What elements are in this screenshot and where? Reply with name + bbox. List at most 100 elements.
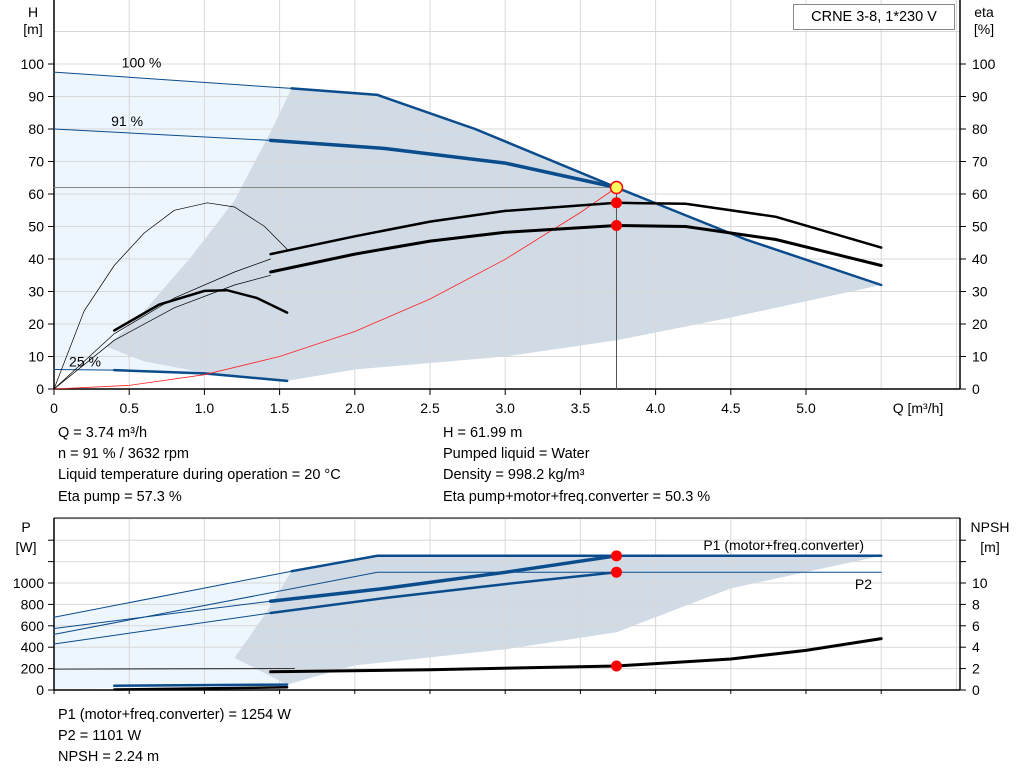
speed-label: 100 % — [122, 54, 162, 70]
y-tick-label: 70 — [28, 154, 44, 170]
p1-series-label: P1 (motor+freq.converter) — [703, 537, 864, 553]
x-tick-label: 1.0 — [195, 400, 215, 416]
x-tick-label: 4.0 — [646, 400, 666, 416]
curve-head-100-thin — [53, 71, 293, 89]
y2-tick-label: 70 — [972, 154, 988, 170]
result-speed: n = 91 % / 3632 rpm — [58, 446, 189, 462]
y-tick-label: 100 — [21, 56, 45, 72]
npsh-tick-label: 6 — [972, 618, 980, 634]
x-tick-label: 2.5 — [420, 400, 440, 416]
p-tick-label: 0 — [36, 682, 44, 698]
eta-total-point — [610, 220, 622, 232]
result-npsh: NPSH = 2.24 m — [58, 749, 160, 765]
x-tick-label: 0.5 — [119, 400, 139, 416]
y2-tick-label: 30 — [972, 284, 988, 300]
y-tick-label: 10 — [28, 349, 44, 365]
y2-tick-label: 10 — [972, 349, 988, 365]
y2-axis-unit: [%] — [974, 21, 994, 37]
curve-head-25 — [112, 368, 289, 383]
npsh-point — [610, 660, 622, 672]
curve-eta-pump — [269, 201, 883, 256]
curve-p1-100-thin — [53, 570, 293, 618]
x-tick-label: 3.5 — [571, 400, 591, 416]
speed-label: 25 % — [69, 353, 101, 369]
x-tick-label: 0 — [50, 400, 58, 416]
y2-tick-label: 80 — [972, 121, 988, 137]
p-tick-label: 200 — [21, 661, 45, 677]
result-p1: P1 (motor+freq.converter) = 1254 W — [58, 707, 291, 723]
y-tick-label: 50 — [28, 219, 44, 235]
p2-point — [610, 566, 622, 578]
curve-npsh — [269, 637, 883, 674]
curve-eta-total-thin — [53, 274, 271, 390]
npsh-tick-label: 4 — [972, 639, 980, 655]
p-tick-label: 400 — [21, 639, 45, 655]
result-eta-total: Eta pump+motor+freq.converter = 50.3 % — [443, 489, 711, 505]
curve-npsh-thin — [53, 668, 295, 670]
curve-p-25 — [112, 683, 289, 687]
p2-series-label: P2 — [855, 576, 872, 592]
result-head: H = 61.99 m — [443, 425, 523, 441]
y-tick-label: 80 — [28, 121, 44, 137]
y2-axis-label: eta — [974, 4, 994, 20]
npsh-axis-label: NPSH — [971, 519, 1010, 535]
y2-tick-label: 0 — [972, 381, 980, 397]
y2-tick-label: 60 — [972, 186, 988, 202]
result-density: Density = 998.2 kg/m³ — [443, 467, 585, 483]
npsh-tick-label: 2 — [972, 661, 980, 677]
curve-eta-25 — [112, 288, 289, 332]
result-p2: P2 = 1101 W — [58, 728, 142, 744]
curve-head-25-thin — [53, 369, 115, 371]
x-tick-label: 4.5 — [721, 400, 741, 416]
y2-tick-label: 20 — [972, 316, 988, 332]
curve-eta-100-thin — [53, 202, 288, 390]
y-tick-label: 20 — [28, 316, 44, 332]
curve-head-91-thin — [53, 128, 272, 141]
y-tick-label: 90 — [28, 89, 44, 105]
p-axis-label: P — [21, 519, 30, 535]
eta-pump-point — [610, 197, 622, 209]
pump-model-label: CRNE 3-8, 1*230 V — [793, 4, 955, 30]
y-axis-unit: [m] — [23, 21, 42, 37]
p1-point — [610, 550, 622, 562]
curve-p2-100-thin — [53, 571, 882, 635]
result-flow: Q = 3.74 m³/h — [58, 425, 148, 441]
curve-eta-total — [269, 223, 883, 274]
curve-p2-91-thin — [53, 612, 272, 645]
npsh-tick-label: 0 — [972, 682, 980, 698]
y2-tick-label: 50 — [972, 219, 988, 235]
result-temperature: Liquid temperature during operation = 20… — [58, 467, 341, 483]
x-tick-label: 3.0 — [495, 400, 515, 416]
npsh-axis-unit: [m] — [980, 539, 999, 555]
curve-eta-pump-thin — [53, 258, 271, 390]
y2-tick-label: 40 — [972, 251, 988, 267]
y-tick-label: 60 — [28, 186, 44, 202]
speed-label: 91 % — [111, 113, 143, 129]
result-eta-pump: Eta pump = 57.3 % — [58, 489, 182, 505]
y-tick-label: 40 — [28, 251, 44, 267]
y-tick-label: 30 — [28, 284, 44, 300]
curve-p1-100 — [290, 554, 883, 573]
y-tick-label: 0 — [36, 381, 44, 397]
p-tick-label: 800 — [21, 596, 45, 612]
p-axis-unit: [W] — [16, 539, 37, 555]
x-tick-label: 1.5 — [270, 400, 290, 416]
npsh-tick-label: 10 — [972, 575, 988, 591]
curve-head-100 — [290, 87, 883, 287]
x-tick-label: 5.0 — [796, 400, 816, 416]
p-tick-label: 600 — [21, 618, 45, 634]
curve-p1-91 — [268, 554, 619, 603]
y2-tick-label: 90 — [972, 89, 988, 105]
x-tick-label: 2.0 — [345, 400, 365, 416]
curve-npsh-25 — [112, 686, 289, 691]
npsh-tick-label: 8 — [972, 596, 980, 612]
curve-p1-91-thin — [53, 600, 272, 629]
curve-p2-91 — [269, 570, 618, 615]
y-axis-label: H — [28, 4, 38, 20]
x-axis-label: Q [m³/h] — [893, 400, 944, 416]
y2-tick-label: 100 — [972, 56, 996, 72]
result-liquid: Pumped liquid = Water — [443, 446, 590, 462]
curve-head-91 — [268, 138, 619, 190]
